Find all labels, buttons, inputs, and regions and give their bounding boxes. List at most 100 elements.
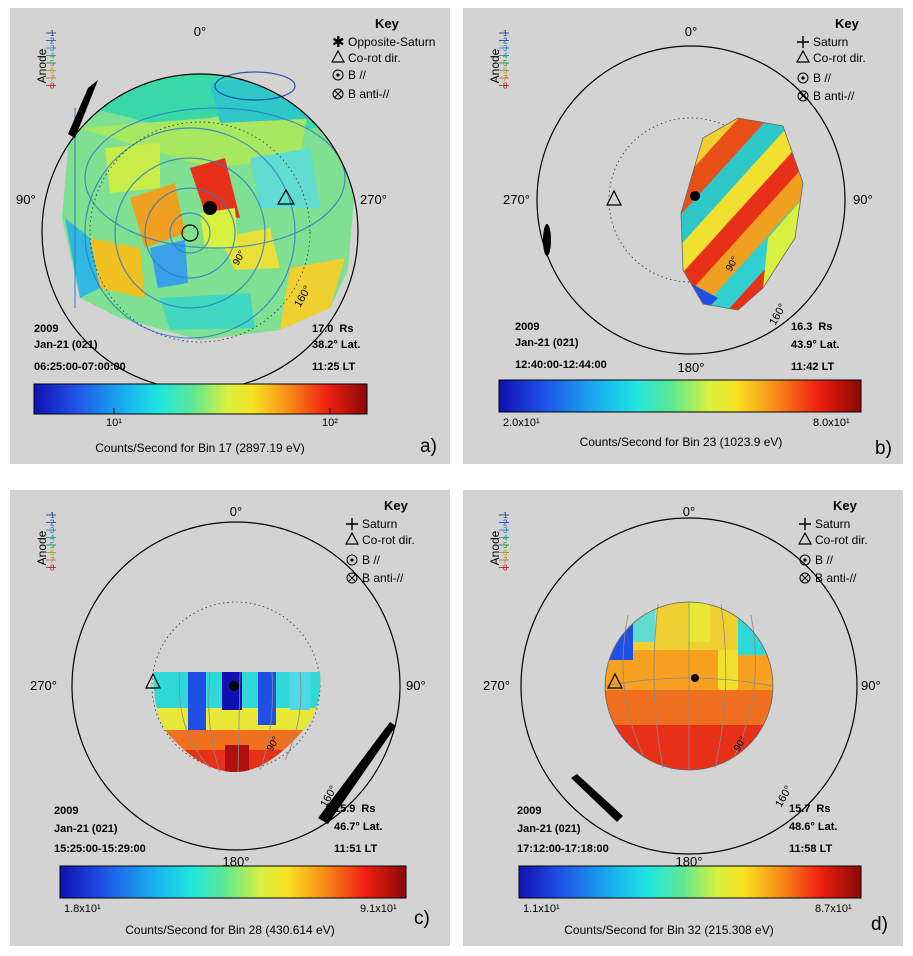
- angle-label-160: 160°: [767, 302, 789, 328]
- key-title: Key: [835, 16, 860, 31]
- info-latitude: 43.9° Lat.: [791, 339, 839, 351]
- anode-number: 1: [503, 511, 508, 520]
- angle-label-top: 0°: [683, 504, 695, 519]
- key-title: Key: [384, 498, 409, 513]
- sky-map-outer-circle: [536, 45, 846, 355]
- key-corot-label: Co-rot dir.: [362, 533, 415, 547]
- info-time-range: 12:40:00-12:44:00: [515, 359, 607, 371]
- colorbar-min-label: 1.8x10¹: [64, 903, 101, 915]
- anode-number: 1: [503, 29, 508, 38]
- anode-number: 5: [50, 541, 55, 550]
- key-legend: Key Saturn Co-rot dir. B // B anti-//: [797, 498, 868, 585]
- info-time-range: 15:25:00-15:29:00: [54, 843, 146, 855]
- anode-number: 7: [50, 74, 55, 83]
- info-radius: 15.9 Rs: [334, 803, 375, 815]
- sky-map-outer-circle: [520, 517, 858, 855]
- saturn-plus-icon: [797, 36, 809, 48]
- angle-label-bottom: 180°: [223, 854, 250, 869]
- anode-number: 2: [503, 37, 508, 46]
- corot-direction-marker: [606, 189, 622, 206]
- anode-number: 3: [50, 44, 55, 53]
- info-radius: 16.3 Rs: [791, 321, 832, 333]
- anode-label: Anode: [35, 48, 49, 83]
- key-banti-label: B anti-//: [362, 571, 404, 585]
- info-latitude: 46.7° Lat.: [334, 821, 382, 833]
- info-year: 2009: [517, 805, 541, 817]
- b-antiparallel-icon: [799, 572, 811, 584]
- colorbar-tick-label-2: 10²: [322, 417, 338, 429]
- sky-map-grid: [74, 71, 346, 339]
- colorbar-max-label: 8.0x10¹: [813, 417, 850, 429]
- anode-number: 3: [50, 526, 55, 535]
- center-marker: [181, 224, 199, 242]
- triangle-icon: [795, 49, 811, 63]
- b-parallel-icon: [797, 72, 809, 84]
- b-antiparallel-icon: [797, 90, 809, 102]
- angle-label-left: 270°: [483, 678, 510, 693]
- corot-direction-marker: [145, 672, 161, 689]
- angle-label-top: 0°: [194, 24, 206, 39]
- trajectory-marker: [68, 80, 217, 215]
- info-date: Jan-21 (021): [517, 823, 581, 835]
- colorbar: [498, 379, 862, 413]
- anode-label: Anode: [488, 48, 502, 83]
- colorbar-min-label: 2.0x10¹: [503, 417, 540, 429]
- sky-map-outline: [680, 117, 804, 311]
- key-bpar-label: B //: [815, 553, 834, 567]
- anode-label: Anode: [488, 530, 502, 565]
- anode-number: 8: [50, 82, 55, 91]
- trajectory-marker: [229, 681, 396, 824]
- anode-number: 1: [50, 511, 55, 520]
- anode-number: 7: [503, 556, 508, 565]
- sky-map-heatmap: [62, 74, 355, 340]
- angle-label-left: 270°: [503, 192, 530, 207]
- anode-number: 1: [50, 29, 55, 38]
- angle-label-right: 90°: [853, 192, 873, 207]
- sky-map-outer-circle: [71, 521, 401, 851]
- anode-number: 8: [503, 82, 508, 91]
- anode-number: 4: [50, 534, 55, 543]
- anode-number: 5: [503, 541, 508, 550]
- colorbar-max-label: 8.7x10¹: [815, 903, 852, 915]
- sky-map-outline: [604, 601, 774, 771]
- anode-number: 5: [503, 59, 508, 68]
- colorbar-caption: Counts/Second for Bin 23 (1023.9 eV): [580, 435, 783, 449]
- info-local-time: 11:51 LT: [334, 843, 377, 855]
- b-parallel-icon: [346, 554, 358, 566]
- saturn-plus-icon: [799, 518, 811, 530]
- key-banti-label: B anti-//: [348, 87, 390, 101]
- key-legend: Key Saturn Co-rot dir. B // B anti-//: [344, 498, 415, 585]
- angle-label-right: 90°: [861, 678, 881, 693]
- anode-number: 2: [50, 519, 55, 528]
- info-local-time: 11:58 LT: [789, 843, 832, 855]
- panel-letter: d): [871, 914, 888, 935]
- anode-number: 8: [50, 564, 55, 573]
- sky-map-heatmap: [605, 602, 773, 770]
- info-date: Jan-21 (021): [34, 339, 98, 351]
- anode-number: 6: [50, 67, 55, 76]
- anode-number: 7: [503, 74, 508, 83]
- anode-number: 2: [50, 37, 55, 46]
- triangle-icon: [330, 49, 346, 63]
- colorbar-tick-label-1: 10¹: [106, 417, 122, 429]
- angle-label-right: 270°: [360, 192, 387, 207]
- corot-direction-marker: [276, 188, 296, 205]
- info-time-range: 06:25:00-07:00:00: [34, 361, 126, 373]
- key-first-label: Saturn: [362, 517, 397, 531]
- key-title: Key: [833, 498, 858, 513]
- anode-number: 6: [503, 549, 508, 558]
- anode-number: 4: [503, 534, 508, 543]
- panel-letter: a): [420, 436, 437, 457]
- angle-label-top: 0°: [230, 504, 242, 519]
- key-first-label: Saturn: [815, 517, 850, 531]
- info-time-range: 17:12:00-17:18:00: [517, 843, 609, 855]
- angle-label-top: 0°: [685, 24, 697, 39]
